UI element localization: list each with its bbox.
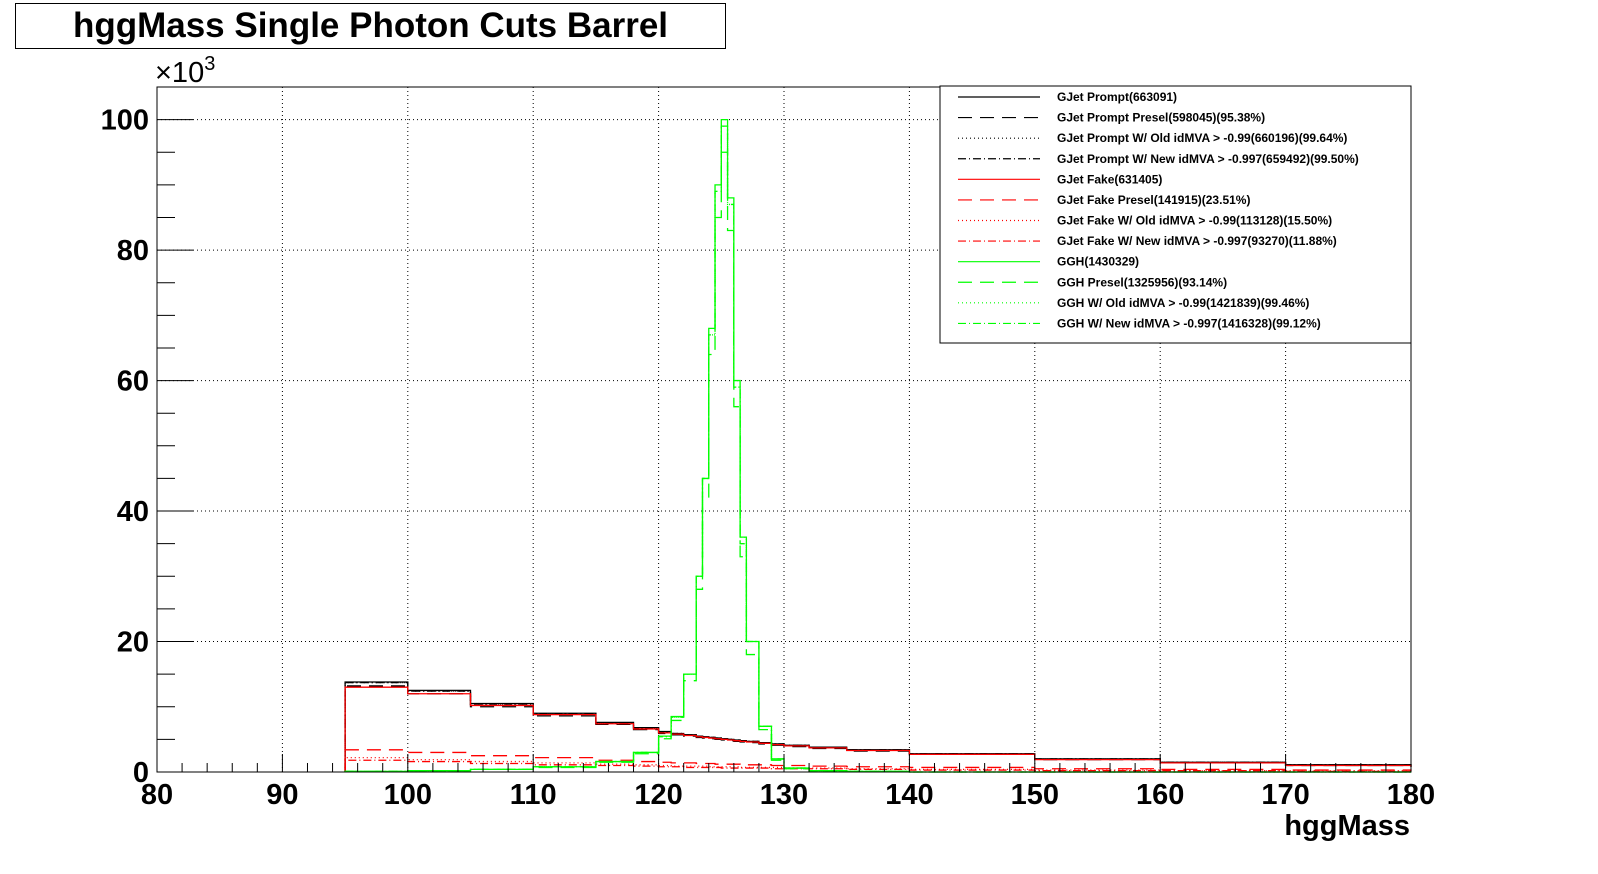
series-line	[344, 756, 1412, 772]
series-line	[344, 686, 1412, 772]
axes: 80 90 100 110 120 130 140 150 160 170 180 0 20 40 60 80…	[101, 105, 1436, 811]
series-line	[344, 681, 1412, 772]
legend-entry: GGH W/ Old idMVA > -0.99(1421839)(99.46%…	[1057, 296, 1309, 310]
x-tick-label: 130	[760, 779, 808, 811]
series-line	[344, 681, 1412, 772]
x-tick-label: 100	[384, 779, 432, 811]
x-tick-label: 150	[1011, 779, 1059, 811]
y-tick-label: 0	[133, 757, 149, 789]
x-tick-label: 170	[1261, 779, 1309, 811]
x-tick-label: 90	[266, 779, 298, 811]
y-tick-label: 60	[117, 366, 149, 398]
y-tick-label: 20	[117, 627, 149, 659]
chart-title-box: hggMass Single Photon Cuts Barrel	[15, 3, 726, 49]
legend-entry: GJet Fake W/ Old idMVA > -0.99(113128)(1…	[1057, 214, 1332, 228]
legend-entry: GJet Fake W/ New idMVA > -0.997(93270)(1…	[1057, 234, 1337, 248]
x-tick-label: 120	[634, 779, 682, 811]
legend-entry: GJet Fake Presel(141915)(23.51%)	[1057, 193, 1250, 207]
legend: GJet Prompt(663091) GJet Prompt Presel(59…	[939, 85, 1412, 344]
x-tick-label: 80	[141, 779, 173, 811]
legend-entry: GGH(1430329)	[1057, 255, 1139, 269]
legend-entry: GJet Prompt(663091)	[1057, 90, 1177, 104]
legend-entry: GJet Prompt Presel(598045)(95.38%)	[1057, 111, 1265, 125]
legend-entry: GGH W/ New idMVA > -0.997(1416328)(99.12…	[1057, 316, 1321, 330]
series-line	[344, 681, 1412, 772]
legend-entry: GJet Fake(631405)	[1057, 172, 1162, 186]
legend-entry: GJet Prompt W/ New idMVA > -0.997(659492…	[1057, 152, 1359, 166]
y-tick-label: 100	[101, 105, 149, 137]
x-tick-label: 140	[885, 779, 933, 811]
y-tick-label: 80	[117, 235, 149, 267]
x-tick-label: 160	[1136, 779, 1184, 811]
chart-title: hggMass Single Photon Cuts Barrel	[72, 6, 669, 45]
x-tick-label: 110	[510, 779, 557, 811]
x-axis-title: hggMass	[1284, 810, 1410, 842]
y-multiplier-label: ×103	[155, 53, 215, 89]
legend-box	[939, 85, 1412, 344]
legend-entry: GJet Prompt W/ Old idMVA > -0.99(660196)…	[1057, 131, 1347, 145]
series-line	[344, 125, 1411, 773]
y-tick-label: 40	[117, 496, 149, 528]
series-line	[344, 749, 1412, 772]
x-tick-label: 180	[1387, 779, 1435, 811]
legend-entry: GGH Presel(1325956)(93.14%)	[1057, 275, 1227, 289]
series-line	[344, 685, 1412, 772]
